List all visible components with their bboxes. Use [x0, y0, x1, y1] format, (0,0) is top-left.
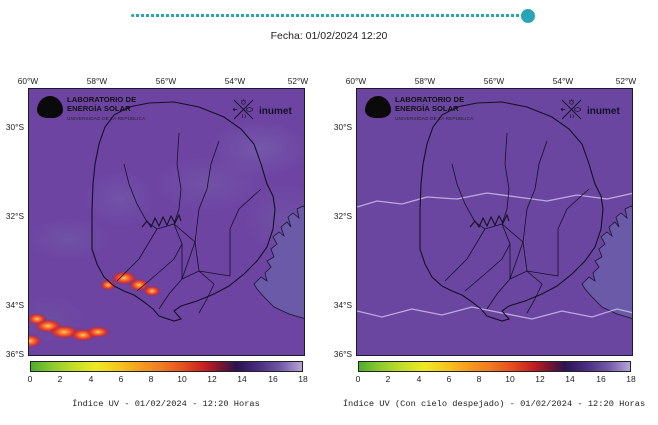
svg-text:inumet: inumet: [259, 106, 292, 117]
svg-text:inumet: inumet: [587, 106, 620, 117]
